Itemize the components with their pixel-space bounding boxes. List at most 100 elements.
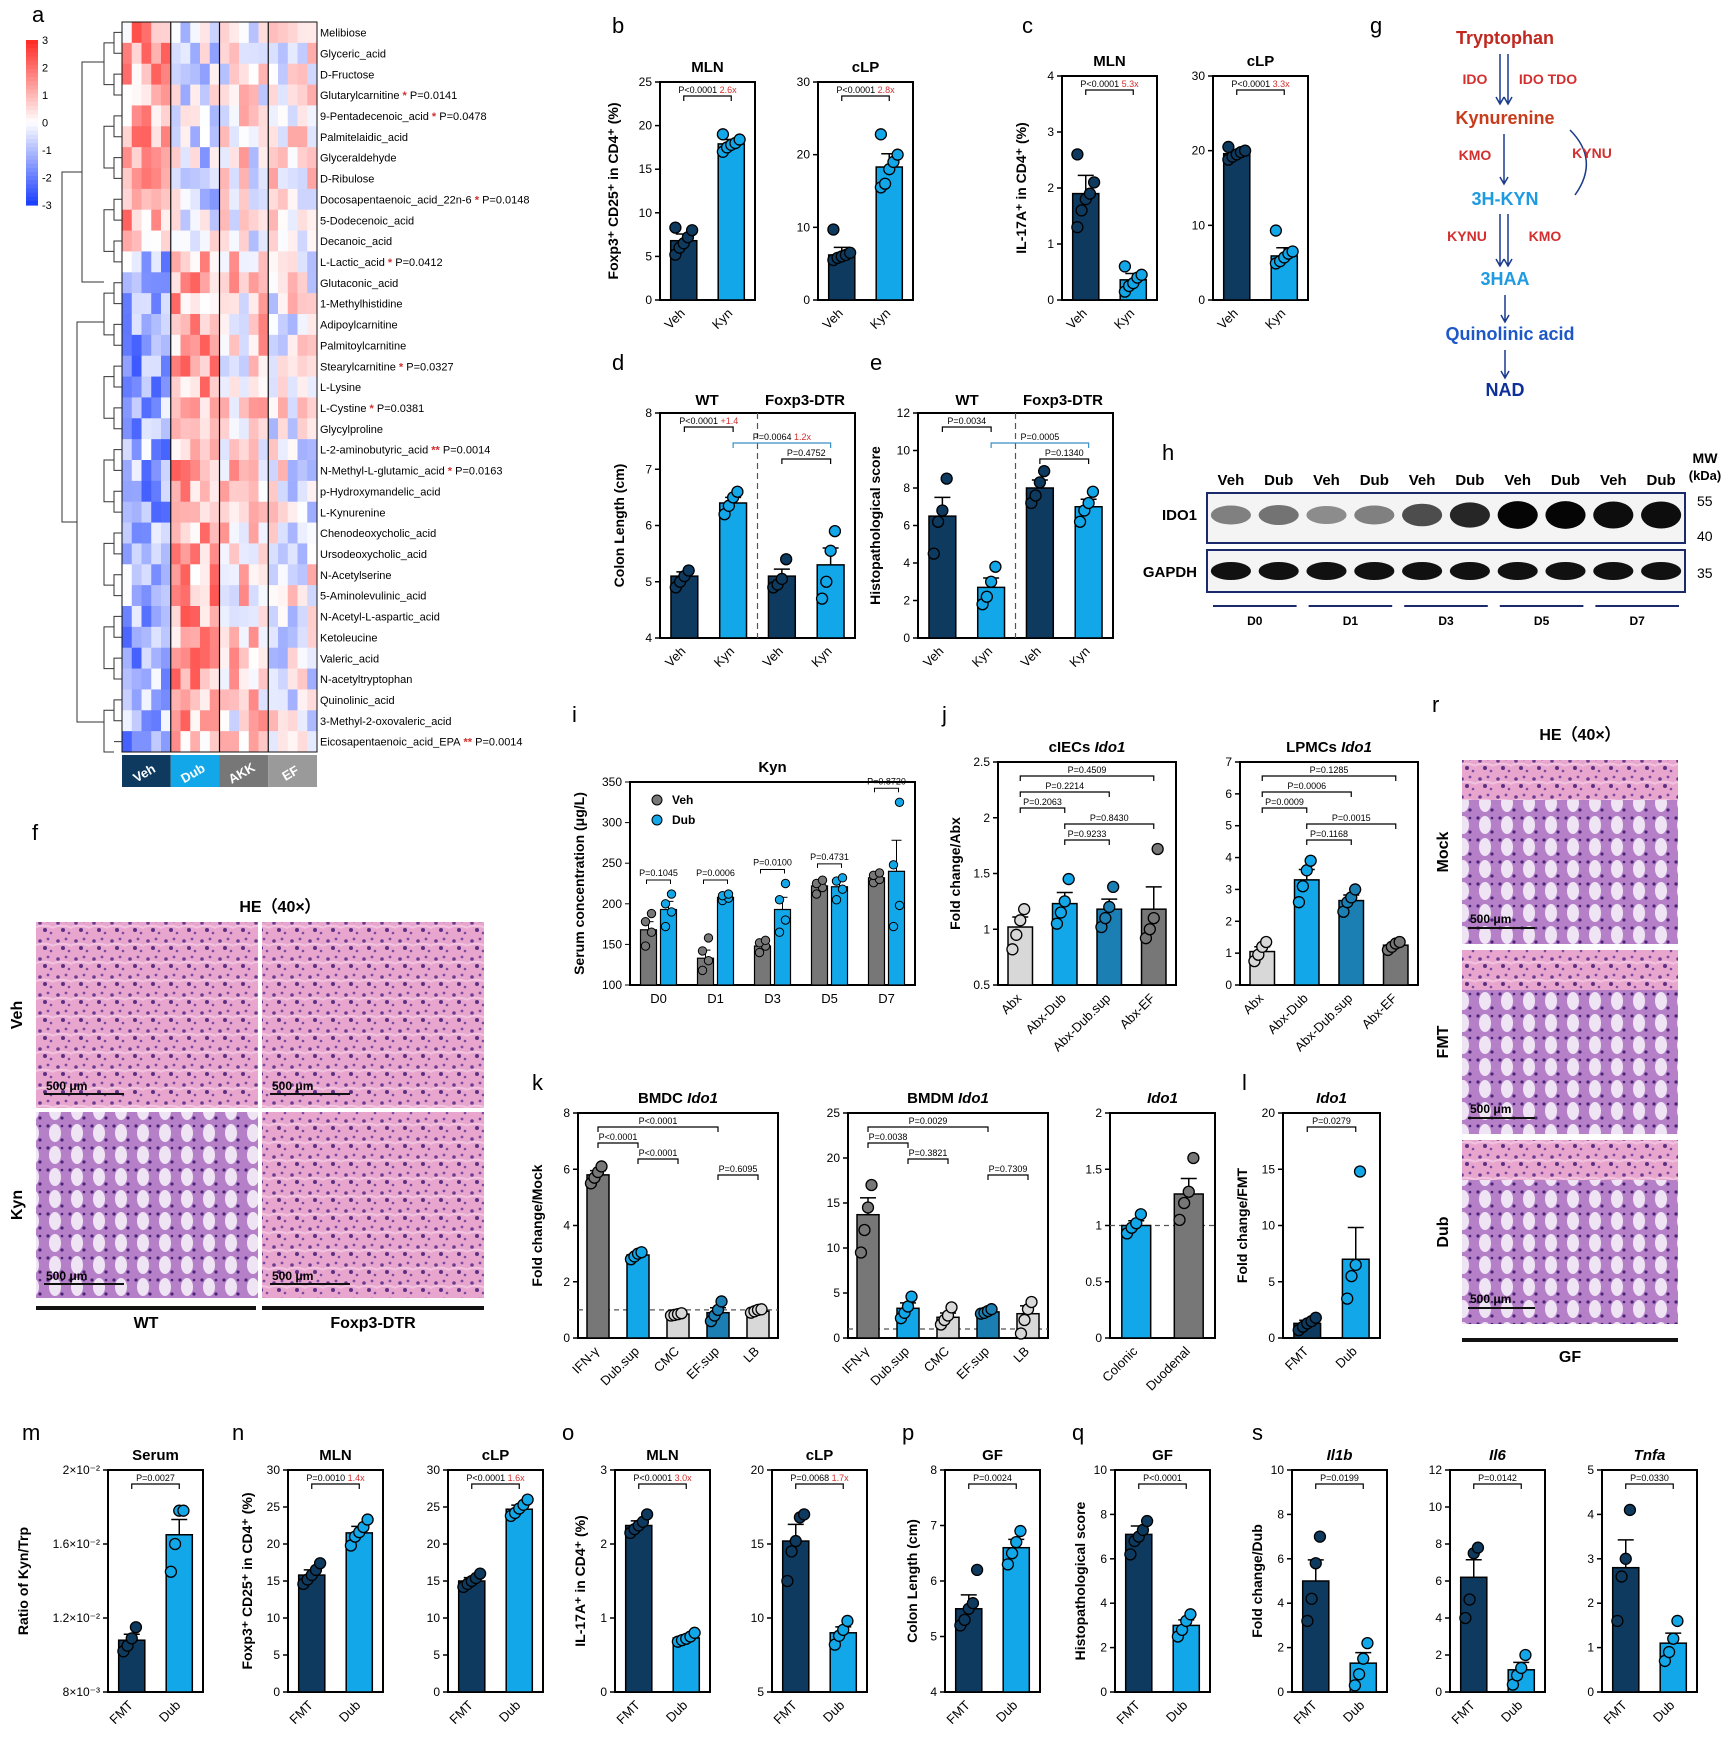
heatmap-cell: [161, 710, 172, 732]
bar: [1002, 1546, 1031, 1693]
data-point: [1010, 928, 1023, 941]
heatmap-cell: [297, 626, 308, 649]
data-point: [888, 860, 899, 870]
colorbar-tick: -3: [42, 200, 52, 212]
lane-label: Veh: [1409, 472, 1436, 489]
heatmap-cell: [190, 543, 201, 565]
axes-frame: [629, 781, 916, 986]
data-point: [780, 553, 793, 566]
pathway-arrow: [1499, 134, 1509, 186]
heatmap-cell: [190, 334, 201, 357]
data-point: [940, 472, 953, 485]
data-point: [891, 148, 904, 161]
data-point: [874, 868, 885, 878]
significance-bracket: [131, 1483, 180, 1489]
heatmap-cell: [190, 84, 201, 106]
x-tick-label: LB: [1010, 1344, 1032, 1366]
y-tick-label: 1: [1047, 237, 1054, 251]
y-tick-label: 4: [1047, 69, 1054, 83]
heatmap-cell: [278, 439, 289, 461]
heatmap-cell: [287, 689, 298, 711]
heatmap-cell: [278, 84, 289, 106]
heatmap-cell: [141, 460, 152, 482]
heatmap-cell: [278, 689, 289, 711]
significance-bracket: [1473, 1483, 1522, 1489]
heatmap-cell: [287, 397, 298, 419]
heatmap-cell: [278, 397, 289, 419]
heatmap-cell: [209, 376, 220, 398]
y-tick-label: 5: [930, 1630, 937, 1644]
colorbar-tick: -1: [42, 145, 52, 157]
data-point: [1349, 883, 1362, 896]
heatmap-cell: [297, 564, 308, 586]
heatmap-cell: [268, 293, 279, 315]
heatmap-cell: [131, 251, 142, 273]
data-point: [164, 1565, 178, 1578]
y-tick-label: 20: [1262, 1106, 1276, 1120]
heatmap-cell: [161, 564, 172, 586]
axes-frame: [107, 1469, 204, 1693]
enzyme-label: KYNU: [1447, 228, 1487, 244]
heatmap-cell: [307, 501, 318, 523]
bar: [1293, 879, 1320, 986]
heatmap-cell: [122, 522, 133, 544]
heatmap-cell: [122, 147, 133, 169]
heatmap-cell: [209, 63, 220, 85]
colorbar-segment: [26, 151, 38, 157]
y-axis-label: Colon Length (cm): [611, 464, 627, 588]
y-tick-label: 2: [1100, 1641, 1107, 1655]
heatmap-cell: [297, 230, 308, 252]
data-point: [894, 900, 905, 911]
subplot-gf: 4 5 6 7 8 FMT Dub GF Colon Length (cm) P=0.0024: [904, 1447, 1041, 1727]
heatmap-cell: [151, 397, 162, 419]
heatmap-cell: [248, 647, 259, 669]
colorbar-tick: 3: [42, 35, 48, 47]
histology-r: HE（40×） 500 μm Mock 500 μm FMT 500 μm Dub GF: [1435, 726, 1678, 1366]
p-value-label: P=0.0199: [1320, 1473, 1359, 1483]
heatmap-cell: [258, 480, 269, 503]
heatmap-cell: [190, 731, 201, 753]
data-point: [1260, 935, 1273, 949]
pathway-arrow: [1503, 54, 1513, 106]
data-point: [1147, 911, 1160, 925]
y-tick-label: 0: [1198, 293, 1205, 307]
heatmap-cell: [151, 543, 162, 565]
colorbar-segment: [26, 126, 38, 132]
heatmap-cell: [248, 272, 259, 294]
heatmap-cell: [161, 585, 172, 607]
heatmap-cell: [229, 439, 240, 461]
blot-band: [1354, 505, 1395, 525]
axes-frame: [1212, 75, 1309, 301]
p-value-label: P<0.0001 3.3x: [1231, 79, 1290, 89]
significance-bracket: [987, 1174, 1029, 1180]
significance-bracket: [874, 787, 899, 793]
significance-bracket: [471, 1483, 520, 1489]
y-tick-label: 4: [563, 1219, 570, 1233]
heatmap-cell: [170, 501, 181, 523]
heatmap-cell: [278, 272, 289, 294]
data-point: [646, 908, 657, 919]
heatmap-cell: [219, 84, 230, 106]
subplot-mln: 0 1 2 3 FMT Dub MLN IL-17A⁺ in CD4⁺ (%) P<0.0001…: [572, 1447, 711, 1727]
panel-letter-o: o: [562, 1420, 574, 1445]
heatmap-cell: [258, 522, 269, 544]
heatmap-cell: [170, 439, 181, 461]
dendrogram: [61, 31, 122, 753]
heatmap-cell: [239, 84, 250, 106]
heatmap-cell: [307, 522, 318, 544]
y-tick-label: 10: [639, 206, 653, 220]
lane-label: Dub: [1455, 472, 1484, 489]
heatmap-cell: [131, 543, 142, 565]
heatmap-cell: [170, 543, 181, 565]
heatmap-cell: [122, 42, 133, 65]
panel-letter-k: k: [532, 1070, 544, 1095]
heatmap-cell: [278, 585, 289, 607]
heatmap-cell: [219, 126, 230, 148]
x-tick-label: Dub.sup: [597, 1344, 642, 1389]
heatmap-cell: [190, 626, 201, 649]
significance-bracket: [717, 1174, 759, 1180]
heatmap-cell: [268, 731, 279, 753]
y-tick-label: 6: [645, 519, 652, 533]
significance-bracket: [1306, 823, 1397, 829]
heatmap-cell: [287, 209, 298, 231]
